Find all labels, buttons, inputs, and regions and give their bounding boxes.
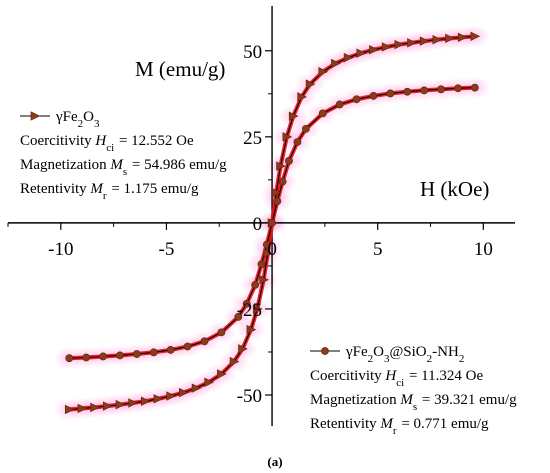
legend-marker	[30, 111, 41, 121]
legend-marker	[321, 347, 329, 355]
data-point-fe2o3-sio2-nh2	[257, 260, 266, 269]
data-point-fe2o3-sio2-nh2	[183, 342, 192, 351]
data-point-fe2o3	[166, 391, 176, 401]
data-point-fe2o3	[407, 38, 417, 48]
data-point-fe2o3	[204, 377, 214, 387]
annotation-line: Retentivity Mr = 1.175 emu/g	[20, 181, 199, 202]
data-point-fe2o3	[276, 161, 286, 171]
y-tick-label: -50	[237, 386, 262, 407]
data-point-fe2o3	[331, 58, 341, 69]
data-point-fe2o3-sio2-nh2	[242, 299, 251, 308]
data-point-fe2o3	[217, 369, 227, 379]
data-point-fe2o3-sio2-nh2	[403, 87, 412, 96]
data-point-fe2o3	[128, 398, 138, 408]
data-point-fe2o3-sio2-nh2	[285, 157, 293, 165]
y-tick-label: -25	[237, 300, 262, 321]
data-point-fe2o3-sio2-nh2	[166, 346, 175, 354]
x-tick-label: -10	[48, 239, 73, 260]
data-point-fe2o3	[394, 39, 405, 50]
data-point-fe2o3	[259, 275, 269, 285]
annotation-line: Coercitivity Hci = 12.552 Oe	[20, 133, 194, 154]
data-point-fe2o3-sio2-nh2	[420, 86, 429, 95]
data-point-fe2o3-sio2-nh2	[65, 354, 74, 363]
data-point-fe2o3-sio2-nh2	[217, 328, 226, 337]
data-point-fe2o3	[179, 387, 189, 398]
data-point-fe2o3-sio2-nh2	[293, 138, 302, 146]
data-point-fe2o3-sio2-nh2	[437, 85, 445, 94]
data-point-fe2o3-sio2-nh2	[149, 348, 158, 357]
data-point-fe2o3-sio2-nh2	[116, 351, 124, 360]
y-tick-label: 50	[243, 42, 262, 63]
annotation-line: Magnetization Ms = 54.986 emu/g	[20, 157, 227, 178]
legend-label: γFe2O3	[55, 109, 100, 130]
data-point-fe2o3-sio2-nh2	[82, 353, 91, 362]
data-point-fe2o3	[263, 248, 274, 258]
data-point-fe2o3	[470, 31, 481, 41]
data-point-fe2o3	[115, 399, 126, 410]
data-point-fe2o3	[282, 132, 293, 142]
data-point-fe2o3	[432, 35, 443, 45]
data-point-fe2o3	[369, 45, 379, 55]
data-point-fe2o3	[318, 67, 329, 77]
data-point-fe2o3-sio2-nh2	[132, 350, 141, 358]
data-point-fe2o3	[305, 79, 316, 89]
annotation-line: Coercitivity Hci = 11.324 Oe	[310, 368, 483, 389]
data-point-fe2o3-sio2-nh2	[99, 352, 107, 361]
data-point-fe2o3	[419, 36, 430, 46]
data-point-fe2o3-sio2-nh2	[234, 312, 243, 321]
series-layer	[64, 31, 481, 415]
y-tick-label: 25	[243, 128, 262, 149]
x-tick-label: 5	[373, 239, 383, 260]
origin-label: 0	[253, 214, 263, 235]
data-point-fe2o3	[64, 404, 75, 415]
x-tick-label: -5	[159, 239, 175, 260]
data-point-fe2o3	[288, 111, 299, 121]
data-point-fe2o3	[252, 304, 263, 314]
annotation-line: Magnetization Ms = 39.321 emu/g	[310, 392, 517, 413]
data-point-fe2o3	[153, 394, 164, 404]
data-point-fe2o3	[271, 187, 282, 198]
data-point-fe2o3-sio2-nh2	[470, 83, 479, 92]
data-point-fe2o3	[356, 48, 367, 58]
data-point-fe2o3-sio2-nh2	[251, 280, 260, 289]
data-point-fe2o3	[297, 92, 307, 102]
data-point-fe2o3	[77, 403, 88, 414]
data-point-fe2o3	[246, 324, 257, 335]
data-point-fe2o3-sio2-nh2	[318, 109, 327, 118]
data-point-fe2o3-sio2-nh2	[352, 95, 361, 104]
annotation-line: Retentivity Mr = 0.771 emu/g	[310, 416, 489, 437]
data-point-fe2o3-sio2-nh2	[200, 337, 209, 346]
x-tick-label: 0	[267, 239, 277, 260]
data-point-fe2o3-sio2-nh2	[273, 197, 282, 206]
data-point-fe2o3-sio2-nh2	[369, 91, 378, 100]
data-point-fe2o3	[343, 52, 354, 63]
data-point-fe2o3	[191, 383, 202, 393]
data-point-fe2o3	[445, 33, 455, 44]
data-point-fe2o3-sio2-nh2	[268, 218, 276, 227]
data-point-fe2o3-sio2-nh2	[278, 177, 287, 186]
data-point-fe2o3-sio2-nh2	[386, 89, 395, 98]
data-point-fe2o3-sio2-nh2	[335, 100, 344, 109]
data-point-fe2o3	[238, 344, 248, 354]
data-point-fe2o3	[381, 42, 392, 52]
data-point-fe2o3-sio2-nh2	[454, 84, 462, 93]
data-point-fe2o3	[141, 396, 151, 406]
data-point-fe2o3	[457, 32, 468, 43]
x-axis-title: H (kOe)	[420, 177, 489, 201]
data-point-fe2o3	[229, 356, 240, 367]
data-point-fe2o3	[90, 402, 100, 413]
figure-caption: (a)	[267, 454, 282, 469]
legend-label: γFe2O3@SiO2-NH2	[345, 344, 464, 365]
data-point-fe2o3-sio2-nh2	[262, 240, 271, 249]
data-point-fe2o3	[102, 401, 113, 411]
y-axis-title: M (emu/g)	[135, 57, 225, 81]
x-tick-label: 10	[474, 239, 493, 260]
data-point-fe2o3-sio2-nh2	[301, 125, 310, 133]
